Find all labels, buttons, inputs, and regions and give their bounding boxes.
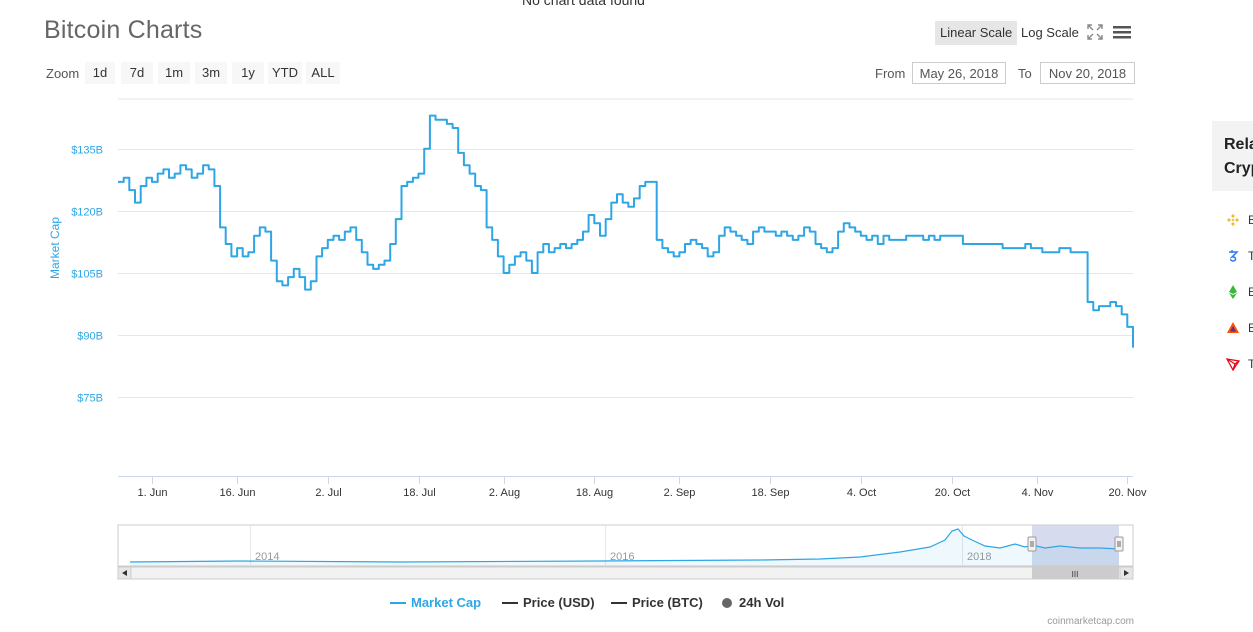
page-title: Bitcoin Charts bbox=[44, 16, 203, 44]
legend-price-btc[interactable]: Price (BTC) bbox=[611, 595, 703, 610]
credit-link[interactable]: coinmarketcap.com bbox=[1047, 616, 1134, 627]
y-tick-label: $105B bbox=[71, 269, 103, 281]
menu-icon[interactable] bbox=[1112, 23, 1134, 43]
fullscreen-icon[interactable] bbox=[1086, 23, 1108, 43]
no-data-notice: No chart data found bbox=[522, 0, 645, 8]
navigator-series-line bbox=[129, 528, 1120, 563]
related-title-line1: Rela bbox=[1224, 136, 1253, 153]
log-scale-button[interactable]: Log Scale bbox=[1021, 25, 1079, 40]
legend-label: Price (USD) bbox=[523, 595, 595, 610]
navigator-year-label: 2018 bbox=[967, 551, 991, 563]
related-item-label: B bbox=[1248, 321, 1253, 335]
zoom-1m-button[interactable]: 1m bbox=[158, 62, 190, 84]
scrollbar-grip-icon: III bbox=[1072, 570, 1079, 579]
to-date-input[interactable]: Nov 20, 2018 bbox=[1040, 62, 1135, 84]
navigator-selection-mask[interactable] bbox=[1032, 525, 1119, 566]
x-tick-label: 18. Aug bbox=[576, 487, 613, 499]
bat-icon bbox=[1227, 322, 1239, 333]
legend-line-swatch bbox=[611, 601, 627, 604]
zoom-1y-button[interactable]: 1y bbox=[232, 62, 264, 84]
zoom-7d-button[interactable]: 7d bbox=[121, 62, 153, 84]
from-date-input[interactable]: May 26, 2018 bbox=[912, 62, 1006, 84]
related-title: Rela Cryp bbox=[1224, 133, 1253, 181]
zoom-all-button[interactable]: ALL bbox=[306, 62, 340, 84]
x-tick-label: 2. Sep bbox=[664, 487, 696, 499]
tezos-icon bbox=[1229, 250, 1239, 262]
scroll-right-arrow-icon bbox=[1124, 570, 1129, 576]
zoom-1d-button[interactable]: 1d bbox=[85, 62, 115, 84]
legend-line-swatch bbox=[390, 601, 406, 604]
related-item-tezos[interactable]: T bbox=[1226, 249, 1253, 263]
x-tick-label: 16. Jun bbox=[219, 487, 255, 499]
x-tick-label: 18. Jul bbox=[403, 487, 435, 499]
zoom-label: Zoom bbox=[46, 66, 80, 81]
related-panel-header bbox=[1212, 121, 1253, 191]
legend-dot-swatch bbox=[722, 597, 732, 608]
navigator-year-label: 2014 bbox=[255, 551, 279, 563]
navigator-year-label: 2016 bbox=[610, 551, 634, 563]
x-tick-label: 18. Sep bbox=[752, 487, 790, 499]
x-tick-label: 1. Jun bbox=[138, 487, 168, 499]
navigator-frame bbox=[117, 524, 1134, 567]
y-tick-label: $90B bbox=[77, 331, 103, 343]
legend-24h-vol[interactable]: 24h Vol bbox=[722, 595, 784, 610]
related-item-ethereum-classic[interactable]: E bbox=[1226, 285, 1253, 299]
scroll-left-arrow-icon bbox=[122, 570, 127, 576]
zoom-3m-button[interactable]: 3m bbox=[195, 62, 227, 84]
linear-scale-button[interactable]: Linear Scale bbox=[935, 21, 1018, 45]
legend-label: 24h Vol bbox=[739, 595, 785, 610]
navigator-right-handle[interactable] bbox=[1114, 536, 1124, 552]
legend-label: Market Cap bbox=[411, 595, 482, 610]
ethereum-classic-icon bbox=[1229, 285, 1237, 299]
related-item-label: T bbox=[1248, 249, 1253, 263]
navigator-left-handle[interactable] bbox=[1027, 536, 1037, 552]
x-tick-label: 20. Nov bbox=[1109, 487, 1147, 499]
binance-coin-icon bbox=[1227, 214, 1239, 226]
y-tick-label: $120B bbox=[71, 207, 103, 219]
y-tick-label: $135B bbox=[71, 145, 103, 157]
x-tick-label: 4. Oct bbox=[847, 487, 876, 499]
x-tick-label: 2. Aug bbox=[489, 487, 520, 499]
legend-price-usd[interactable]: Price (USD) bbox=[502, 595, 595, 610]
related-title-line2: Cryp bbox=[1224, 160, 1253, 177]
x-tick-label: 4. Nov bbox=[1022, 487, 1054, 499]
related-item-binance-coin[interactable]: B bbox=[1226, 213, 1253, 227]
legend-label: Price (BTC) bbox=[632, 595, 703, 610]
related-item-bat[interactable]: B bbox=[1226, 321, 1253, 335]
market-cap-series-line bbox=[118, 114, 1134, 348]
related-item-label: B bbox=[1248, 213, 1253, 227]
navigator-scrollbar-thumb[interactable] bbox=[1032, 567, 1119, 579]
navigator-area bbox=[130, 529, 1119, 566]
y-tick-label: $75B bbox=[77, 393, 103, 405]
x-tick-label: 2. Jul bbox=[315, 487, 341, 499]
related-item-tron[interactable]: T bbox=[1226, 357, 1253, 371]
legend-line-swatch bbox=[502, 601, 518, 604]
zoom-ytd-button[interactable]: YTD bbox=[268, 62, 302, 84]
navigator-scrollbar-track[interactable] bbox=[117, 566, 1134, 580]
market-cap-chart: $75B $90B $105B $120B $135B Market Cap 1. Jun 1… bbox=[48, 98, 1147, 499]
legend-market-cap[interactable]: Market Cap bbox=[390, 595, 481, 610]
to-label: To bbox=[1018, 66, 1032, 81]
related-item-label: T bbox=[1248, 357, 1253, 371]
tron-icon bbox=[1226, 358, 1240, 371]
from-label: From bbox=[875, 66, 906, 81]
x-tick-label: 20. Oct bbox=[935, 487, 970, 499]
y-axis-title: Market Cap bbox=[48, 217, 62, 279]
related-item-label: E bbox=[1248, 285, 1253, 299]
